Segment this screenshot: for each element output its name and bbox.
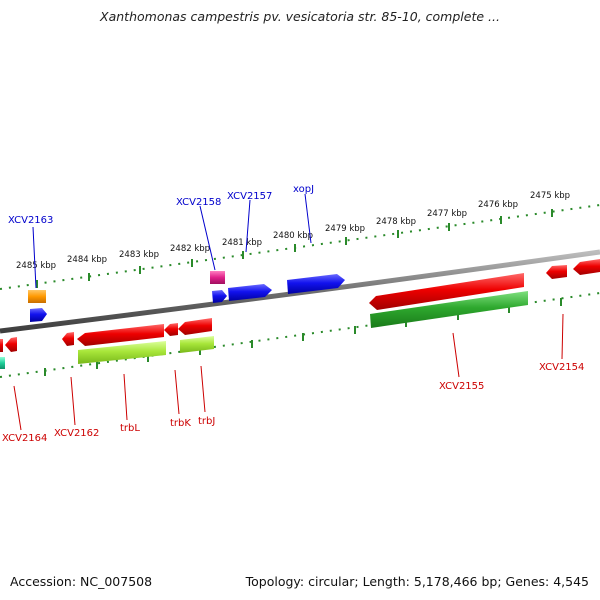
kbp-label: 2483 kbp [119,250,159,260]
gene-label-xcv2162[interactable]: XCV2162 [54,428,99,439]
kbp-label: 2479 kbp [325,224,365,234]
gene-label-xcv2154[interactable]: XCV2154 [539,362,584,373]
gene-label-xcv2155[interactable]: XCV2155 [439,381,484,392]
gene-trbl-lime[interactable] [78,341,166,364]
gene-label-xcv2157[interactable]: XCV2157 [227,191,272,202]
kbp-label: 2484 kbp [67,255,107,265]
genome-backbone [0,249,600,334]
kbp-label: 2476 kbp [478,200,518,210]
gene-trbj-red[interactable] [178,318,212,335]
gene-label-trbj[interactable]: trbJ [198,416,215,427]
gene-label-trbk[interactable]: trbK [170,418,191,429]
map-title: Xanthomonas campestris pv. vesicatoria s… [100,9,500,24]
gene-xcv2158[interactable] [212,290,227,303]
gene-label-xcv2158[interactable]: XCV2158 [176,197,221,208]
major-ticks-top [36,209,553,288]
gene-xcv2157[interactable] [228,284,272,301]
gene-left-red-edge[interactable] [0,339,3,352]
forward-genes [28,271,345,322]
kbp-label: 2480 kbp [273,231,313,241]
gene-xcv2163[interactable] [30,308,47,322]
gene-label-trbl[interactable]: trbL [120,423,140,434]
gene-trbl-red[interactable] [77,324,164,346]
reverse-genes [0,259,600,369]
gene-orange[interactable] [28,290,46,303]
genome-stats-text: Topology: circular; Length: 5,178,466 bp… [245,574,589,589]
kbp-labels: 2485 kbp 2484 kbp 2483 kbp 2482 kbp 2481… [16,191,570,271]
gene-label-xcv2163[interactable]: XCV2163 [8,215,53,226]
kbp-label: 2485 kbp [16,261,56,271]
gene-xopj[interactable] [287,274,345,294]
kbp-label: 2475 kbp [530,191,570,201]
label-connectors [13,193,564,431]
kbp-label: 2477 kbp [427,209,467,219]
kbp-label: 2478 kbp [376,217,416,227]
kbp-label: 2482 kbp [170,244,210,254]
gene-xcv2155-red[interactable] [369,273,524,310]
gene-label-xopj[interactable]: xopJ [293,184,314,195]
gene-xcv2162[interactable] [62,332,74,346]
gene-xcv2154[interactable] [546,265,567,279]
gene-labels: XCV2163 XCV2158 XCV2157 xopJ XCV2164 XCV… [2,184,584,444]
gene-trbk[interactable] [164,323,178,336]
gene-teal-edge[interactable] [0,357,5,369]
gene-xcv2164[interactable] [5,337,17,352]
gene-label-xcv2164[interactable]: XCV2164 [2,433,47,444]
gene-trbj-lime[interactable] [180,336,214,353]
gene-xcv2155-green[interactable] [370,291,528,328]
accession-text: Accession: NC_007508 [10,574,153,589]
gene-right-edge[interactable] [573,259,600,275]
kbp-label: 2481 kbp [222,238,262,248]
gene-xcv2158-small[interactable] [210,271,225,284]
